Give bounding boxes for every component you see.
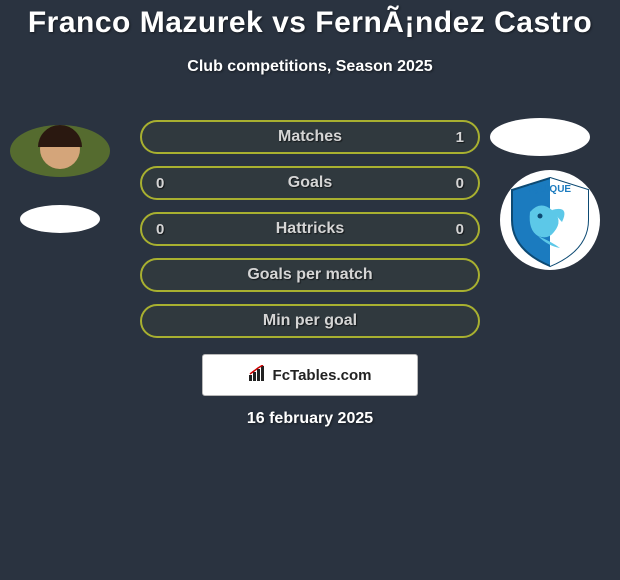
- stat-right-value: 0: [456, 175, 464, 192]
- stat-label: Matches: [278, 128, 342, 146]
- stat-right-value: 1: [456, 129, 464, 146]
- subtitle: Club competitions, Season 2025: [0, 58, 620, 76]
- club-right-badge: IQUIQUE: [500, 170, 600, 270]
- stat-row-hattricks: 0 Hattricks 0: [140, 212, 480, 246]
- chart-icon: [249, 365, 267, 386]
- logo-text: FcTables.com: [273, 367, 372, 384]
- stat-right-value: 0: [456, 221, 464, 238]
- player-left-avatar: [10, 125, 110, 177]
- iquique-shield-icon: IQUIQUE: [500, 170, 600, 270]
- player-right-avatar: [490, 118, 590, 156]
- badge-text: IQUIQUE: [529, 184, 572, 195]
- fctables-logo[interactable]: FcTables.com: [202, 354, 418, 396]
- stat-row-goals-per-match: Goals per match: [140, 258, 480, 292]
- page-title: Franco Mazurek vs FernÃ¡ndez Castro: [0, 0, 620, 40]
- stat-label: Goals per match: [247, 266, 372, 284]
- stat-label: Min per goal: [263, 312, 357, 330]
- stats-container: Matches 1 0 Goals 0 0 Hattricks 0 Goals …: [140, 120, 480, 350]
- stat-row-matches: Matches 1: [140, 120, 480, 154]
- club-left-badge: [20, 205, 100, 233]
- stat-label: Goals: [288, 174, 332, 192]
- stat-label: Hattricks: [276, 220, 344, 238]
- stat-row-min-per-goal: Min per goal: [140, 304, 480, 338]
- date-text: 16 february 2025: [0, 410, 620, 428]
- stat-left-value: 0: [156, 175, 164, 192]
- stat-row-goals: 0 Goals 0: [140, 166, 480, 200]
- stat-left-value: 0: [156, 221, 164, 238]
